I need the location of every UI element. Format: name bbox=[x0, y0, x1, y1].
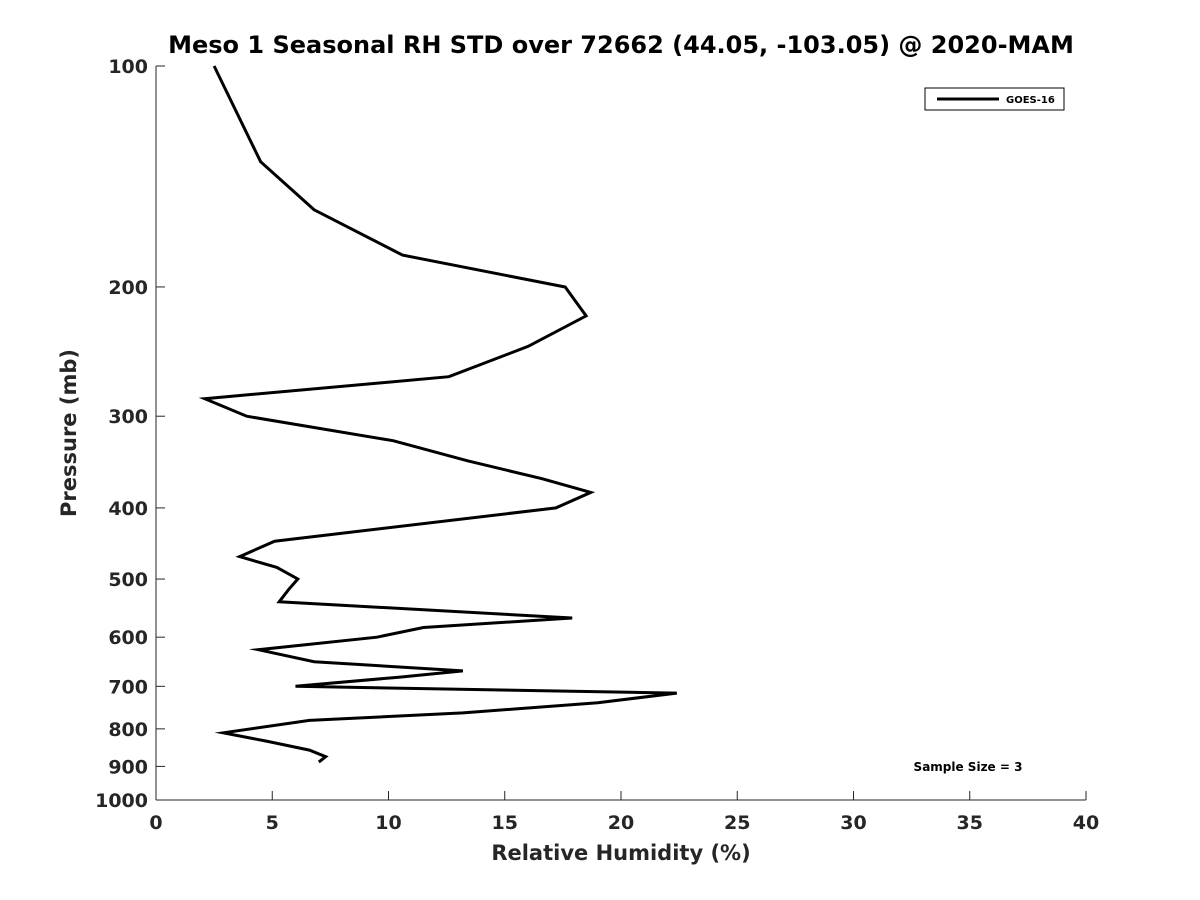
legend: GOES-16 bbox=[924, 87, 1065, 111]
x-tick-label: 35 bbox=[957, 812, 983, 834]
x-tick-label: 20 bbox=[608, 812, 634, 834]
legend-label-goes-16: GOES-16 bbox=[1006, 95, 1055, 106]
y-tick-label: 500 bbox=[108, 569, 148, 591]
x-tick-label: 15 bbox=[492, 812, 518, 834]
series-line-0 bbox=[198, 65, 677, 764]
y-tick-label: 400 bbox=[108, 498, 148, 520]
y-tick-label: 700 bbox=[108, 676, 148, 698]
y-tick-label: 300 bbox=[108, 406, 148, 428]
plot-area bbox=[156, 66, 1086, 800]
x-tick-label: 5 bbox=[266, 812, 279, 834]
series-layer bbox=[198, 65, 677, 764]
x-axis-ticks: 0 5 10 15 20 25 30 35 40 bbox=[149, 791, 1099, 834]
y-tick-label: 1000 bbox=[95, 790, 148, 812]
y-tick-label: 100 bbox=[108, 56, 148, 78]
y-axis-ticks: 100 200 300 400 500 600 700 800 900 1000 bbox=[95, 56, 165, 812]
y-tick-label: 600 bbox=[108, 627, 148, 649]
y-axis-label: Pressure (mb) bbox=[57, 349, 81, 517]
chart-title: Meso 1 Seasonal RH STD over 72662 (44.05… bbox=[168, 31, 1074, 59]
x-tick-label: 40 bbox=[1073, 812, 1099, 834]
sample-size-annotation: Sample Size = 3 bbox=[914, 760, 1023, 774]
x-tick-label: 10 bbox=[375, 812, 401, 834]
y-tick-label: 800 bbox=[108, 719, 148, 741]
y-tick-label: 200 bbox=[108, 277, 148, 299]
y-tick-label: 900 bbox=[108, 756, 148, 778]
x-axis-label: Relative Humidity (%) bbox=[491, 841, 750, 865]
x-tick-label: 25 bbox=[724, 812, 750, 834]
x-tick-label: 0 bbox=[149, 812, 162, 834]
x-tick-label: 30 bbox=[840, 812, 866, 834]
